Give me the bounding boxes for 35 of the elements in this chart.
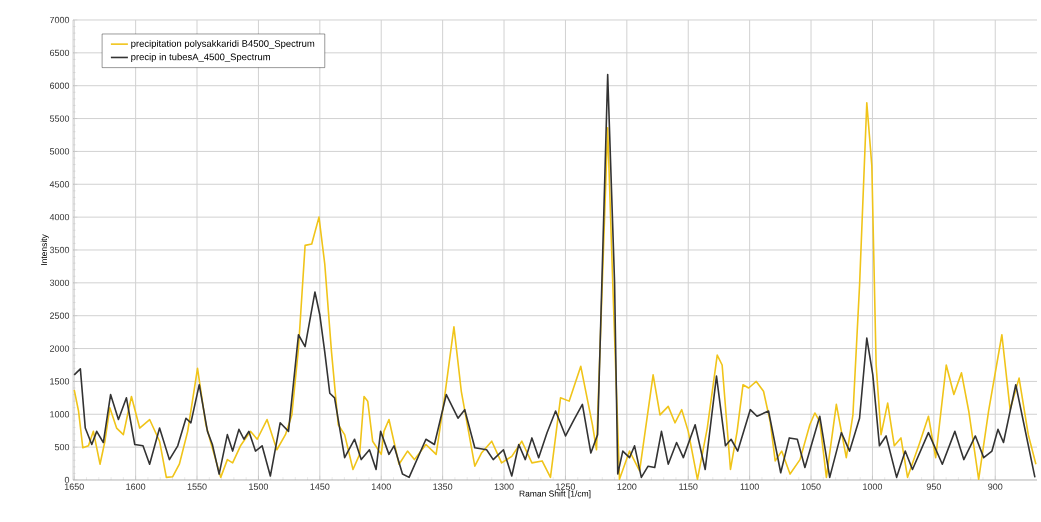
x-tick-label: 1450 bbox=[310, 483, 330, 490]
y-tick-label: 3000 bbox=[49, 279, 70, 287]
x-tick-label: 1150 bbox=[679, 483, 698, 490]
x-tick-label: 1200 bbox=[617, 483, 637, 490]
legend-label: precip in tubesA_4500_Spectrum bbox=[131, 53, 270, 63]
x-tick-label: 900 bbox=[988, 483, 1003, 490]
y-tick-label: 2000 bbox=[49, 345, 70, 352]
y-tick-label: 4500 bbox=[49, 181, 70, 188]
x-tick-label: 1250 bbox=[556, 483, 576, 490]
y-tick-label: 2500 bbox=[49, 312, 70, 319]
x-tick-label: 1550 bbox=[187, 483, 207, 490]
x-tick-label: 1050 bbox=[801, 483, 821, 490]
y-tick-label: 500 bbox=[54, 443, 70, 451]
x-tick-label: 1400 bbox=[371, 483, 391, 490]
x-tick-label: 1650 bbox=[64, 483, 84, 490]
y-tick-label: 4000 bbox=[49, 213, 70, 221]
y-tick-label: 6000 bbox=[49, 82, 70, 89]
x-tick-label: 1300 bbox=[494, 483, 514, 490]
x-tick-label: 1100 bbox=[740, 483, 759, 490]
x-tick-label: 1000 bbox=[863, 483, 883, 490]
legend-label: precipitation polysakkaridi B4500_Spectrum bbox=[131, 39, 315, 49]
x-tick-label: 1500 bbox=[249, 483, 269, 490]
y-tick-label: 3500 bbox=[49, 246, 70, 254]
y-tick-label: 6500 bbox=[49, 49, 70, 57]
y-tick-label: 5500 bbox=[49, 115, 70, 122]
x-tick-label: 950 bbox=[926, 483, 941, 490]
y-tick-label: 0 bbox=[64, 476, 70, 484]
y-tick-label: 5000 bbox=[49, 148, 70, 155]
y-axis-title: Intensity bbox=[40, 234, 49, 265]
x-tick-label: 1600 bbox=[126, 483, 146, 490]
y-tick-label: 1500 bbox=[50, 378, 70, 385]
y-tick-label: 1000 bbox=[50, 411, 70, 418]
x-tick-label: 1350 bbox=[433, 483, 453, 490]
y-tick-label: 7000 bbox=[49, 16, 70, 24]
x-axis-title: Raman Shift [1/cm] bbox=[519, 490, 591, 499]
